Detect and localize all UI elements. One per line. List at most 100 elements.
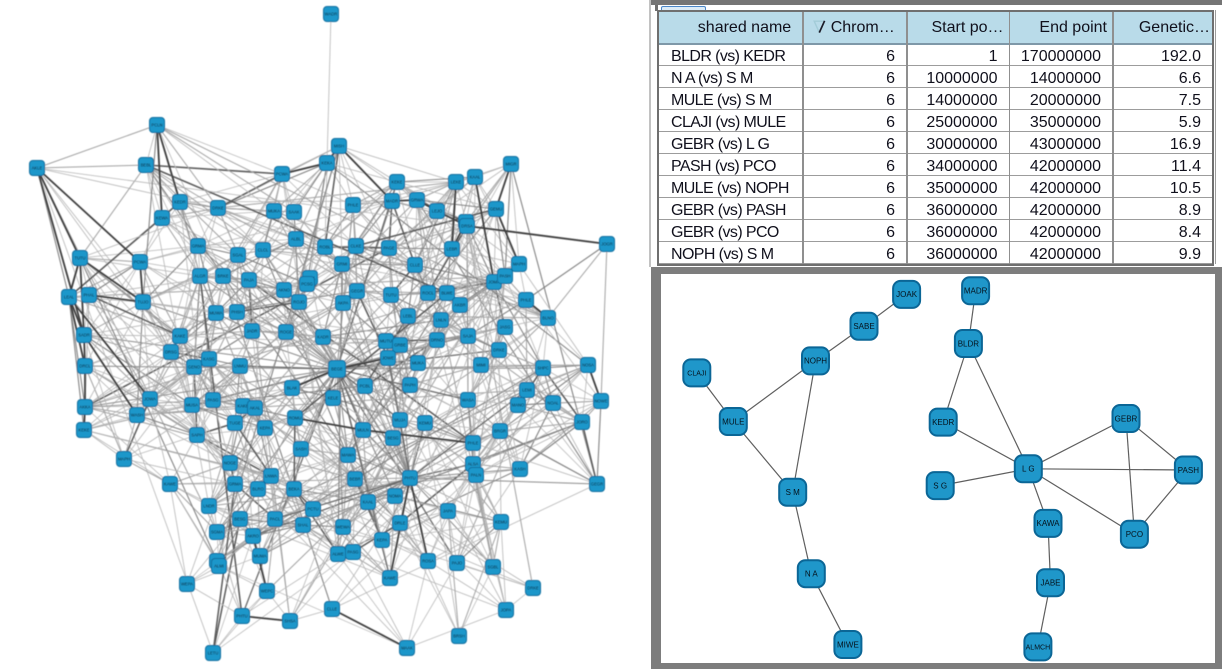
svg-text:MAPH: MAPH — [513, 262, 525, 267]
svg-text:ROJO: ROJO — [293, 300, 305, 305]
svg-text:PCSG: PCSG — [301, 282, 313, 287]
svg-text:PASH: PASH — [1178, 466, 1199, 475]
svg-text:SAAK: SAAK — [288, 210, 299, 215]
svg-text:SGAL: SGAL — [232, 253, 244, 258]
svg-text:GRMI: GRMI — [337, 262, 348, 267]
svg-text:KEDR: KEDR — [932, 418, 954, 427]
svg-text:SADR: SADR — [78, 333, 90, 338]
svg-text:MIGR: MIGR — [506, 162, 517, 167]
svg-text:BRGR: BRGR — [494, 429, 506, 434]
svg-text:AKLE: AKLE — [32, 166, 43, 171]
svg-text:S M: S M — [786, 488, 801, 497]
svg-text:WASH: WASH — [131, 413, 143, 418]
svg-text:JOGR: JOGR — [601, 242, 613, 247]
svg-text:KEKA: KEKA — [321, 161, 332, 166]
svg-text:AKNO: AKNO — [278, 288, 291, 293]
svg-text:ALMI: ALMI — [214, 564, 224, 569]
svg-text:PASG: PASG — [207, 398, 218, 403]
svg-text:JADR: JADR — [247, 329, 258, 334]
svg-text:AKPA: AKPA — [338, 301, 349, 306]
svg-text:SGBL: SGBL — [487, 565, 499, 570]
svg-text:PCWA: PCWA — [276, 172, 289, 177]
svg-text:PCBL: PCBL — [360, 384, 372, 389]
svg-text:ROMU: ROMU — [289, 416, 302, 421]
svg-text:KEDR: KEDR — [174, 200, 186, 205]
svg-text:CLCL: CLCL — [258, 248, 269, 253]
svg-text:TUGE: TUGE — [229, 421, 241, 426]
svg-text:BESG: BESG — [234, 517, 246, 522]
svg-text:PHTU: PHTU — [404, 476, 415, 481]
svg-text:ROBL: ROBL — [319, 245, 331, 250]
svg-text:CLKE: CLKE — [351, 244, 362, 249]
svg-text:DRNO: DRNO — [431, 338, 444, 343]
svg-text:GEGR: GEGR — [351, 289, 363, 294]
svg-text:JASG: JASG — [500, 325, 511, 330]
svg-text:KADR: KADR — [317, 335, 329, 340]
svg-text:GEBR: GEBR — [1115, 414, 1138, 423]
svg-text:LETU: LETU — [208, 651, 219, 656]
svg-text:GRWA: GRWA — [411, 198, 424, 203]
svg-text:JAPA: JAPA — [443, 509, 453, 514]
svg-text:PCO: PCO — [1126, 530, 1143, 539]
svg-text:NOGE: NOGE — [224, 461, 237, 466]
svg-text:SHPC: SHPC — [537, 366, 549, 371]
svg-text:SASH: SASH — [295, 447, 306, 452]
svg-text:JABE: JABE — [1040, 579, 1060, 588]
svg-text:GEGR: GEGR — [591, 482, 603, 487]
svg-text:GEMU: GEMU — [490, 207, 503, 212]
svg-text:MADR: MADR — [386, 199, 398, 204]
svg-text:MULN: MULN — [357, 428, 369, 433]
svg-text:MAWA: MAWA — [342, 453, 355, 458]
svg-text:CLLE: CLLE — [327, 607, 338, 612]
svg-text:MUKA: MUKA — [412, 361, 424, 366]
svg-text:BRSH: BRSH — [453, 634, 465, 639]
svg-text:PCTU: PCTU — [307, 507, 318, 512]
svg-text:DRKE: DRKE — [527, 586, 539, 591]
svg-text:KAKE: KAKE — [237, 404, 248, 409]
svg-text:CLAJI: CLAJI — [687, 371, 706, 378]
svg-text:LEJO: LEJO — [432, 209, 443, 214]
svg-text:DRSA: DRSA — [461, 224, 473, 229]
svg-text:ALSA: ALSA — [468, 462, 479, 467]
svg-text:NOSA: NOSA — [582, 363, 594, 368]
svg-text:KAKE: KAKE — [174, 334, 185, 339]
svg-text:NOAL: NOAL — [547, 401, 559, 406]
svg-text:PHLE: PHLE — [348, 203, 359, 208]
svg-text:ALBL: ALBL — [291, 237, 302, 242]
svg-text:MUJA: MUJA — [394, 418, 406, 423]
svg-text:LNMU: LNMU — [234, 364, 246, 369]
svg-text:MULE: MULE — [722, 417, 744, 426]
svg-text:BLRO: BLRO — [252, 487, 264, 492]
svg-text:DRLE: DRLE — [394, 521, 405, 526]
svg-text:MUTU: MUTU — [380, 339, 392, 344]
svg-text:PACL: PACL — [270, 517, 281, 522]
svg-text:WEWA: WEWA — [336, 525, 350, 530]
svg-text:TUTU: TUTU — [385, 293, 396, 298]
svg-text:JOWA: JOWA — [144, 397, 156, 402]
svg-text:KAAL: KAAL — [470, 175, 481, 180]
svg-text:JOPA: JOPA — [501, 608, 512, 613]
svg-text:PAJA: PAJA — [244, 278, 254, 283]
svg-text:PHSH: PHSH — [231, 310, 243, 315]
svg-text:KELE: KELE — [328, 396, 339, 401]
svg-text:MAPH: MAPH — [118, 457, 130, 462]
svg-text:PCWA: PCWA — [134, 260, 147, 265]
svg-text:KEPA: KEPA — [260, 426, 271, 431]
svg-text:S G: S G — [933, 481, 947, 490]
svg-text:N A: N A — [805, 570, 819, 579]
svg-text:ALWE: ALWE — [332, 552, 344, 557]
svg-text:BEKA: BEKA — [288, 487, 299, 492]
svg-text:AKRO: AKRO — [247, 534, 260, 539]
svg-text:DRCL: DRCL — [79, 364, 91, 369]
svg-text:LNLN: LNLN — [436, 318, 447, 323]
svg-text:BEBR: BEBR — [349, 477, 360, 482]
svg-text:AKKA: AKKA — [79, 405, 90, 410]
svg-text:MUMA: MUMA — [254, 554, 267, 559]
svg-text:SAPH: SAPH — [191, 433, 202, 438]
svg-text:WASA: WASA — [462, 398, 474, 403]
svg-text:PASH: PASH — [499, 274, 510, 279]
svg-text:MUKA: MUKA — [268, 209, 280, 214]
svg-text:PHLE: PHLE — [468, 441, 479, 446]
svg-text:KAWE: KAWE — [164, 482, 176, 487]
svg-text:KEPA: KEPA — [377, 538, 388, 543]
